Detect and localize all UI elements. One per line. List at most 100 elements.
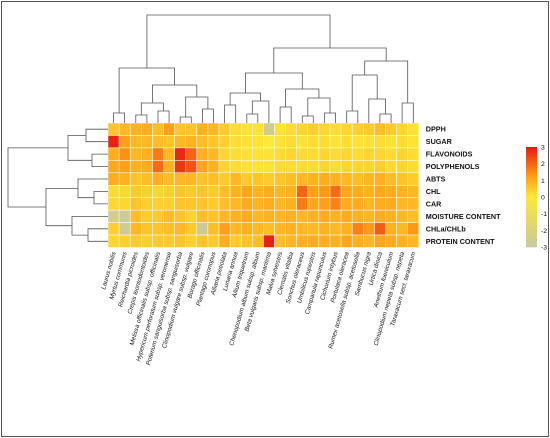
legend-gradient-step [526, 210, 537, 213]
heatmap-cell [196, 147, 209, 161]
heatmap-cell [318, 185, 331, 198]
heatmap-cell [340, 172, 353, 186]
heatmap-cell [185, 147, 198, 161]
heatmap-cell [363, 197, 375, 211]
legend-tick-label: -1 [541, 211, 547, 218]
heatmap-cell [407, 222, 420, 236]
heatmap-cell [118, 135, 131, 149]
heatmap-cell [374, 209, 386, 223]
heatmap-cell [263, 147, 275, 161]
row-label: CHL [426, 187, 441, 196]
legend-gradient-step [526, 217, 537, 219]
heatmap-cell [163, 222, 175, 236]
heatmap-cell [118, 160, 131, 174]
heatmap-cell [207, 147, 220, 161]
heatmap-cell [185, 222, 198, 236]
heatmap-cell [318, 135, 331, 149]
heatmap-cell [118, 147, 131, 161]
heatmap-cell [318, 222, 331, 236]
heatmap-cell [285, 209, 297, 223]
heatmap-cell [129, 197, 142, 211]
heatmap-cell [196, 160, 209, 174]
heatmap-cell [207, 135, 220, 149]
legend-gradient-step [526, 153, 537, 156]
heatmap-cell [318, 147, 331, 161]
heatmap-cell [218, 234, 231, 248]
legend-tick-label: 3 [541, 145, 545, 152]
legend-gradient-step [526, 223, 537, 226]
heatmap-cell [252, 135, 264, 149]
heatmap-cell [118, 172, 131, 186]
heatmap-cell [363, 122, 375, 136]
heatmap-cell [129, 234, 142, 248]
heatmap-cell [274, 234, 286, 248]
legend-gradient-step [526, 192, 537, 194]
heatmap-cell [207, 209, 220, 223]
heatmap-cell [274, 172, 286, 186]
legend-gradient-step [526, 148, 537, 151]
column-dendrogram-link [279, 106, 292, 123]
legend-gradient-step [526, 228, 537, 231]
heatmap-cell [307, 185, 320, 198]
heatmap-cell [107, 147, 120, 161]
heatmap-cell [318, 209, 331, 223]
heatmap-cell [351, 160, 364, 174]
heatmap-cell [174, 147, 186, 161]
legend-gradient-step [526, 225, 537, 228]
legend-gradient-step [526, 187, 537, 189]
heatmap-cell [396, 135, 408, 149]
heatmap-cell [396, 234, 408, 248]
heatmap-cell [407, 147, 420, 161]
heatmap-cell [307, 122, 320, 136]
heatmap-cell [351, 147, 364, 161]
heatmap-cell [285, 122, 297, 136]
heatmap-cell [185, 209, 198, 223]
heatmap-cell [196, 185, 209, 198]
heatmap-cell [218, 172, 231, 186]
heatmap-cell [163, 135, 175, 149]
heatmap-cell [174, 209, 186, 223]
legend-gradient-step [526, 197, 537, 199]
heatmap-cell [240, 147, 253, 161]
legend-gradient-step [526, 158, 537, 161]
heatmap-cell [152, 160, 164, 174]
heatmap-cell [229, 234, 242, 248]
heatmap-cell [296, 234, 309, 248]
heatmap-cell [374, 234, 386, 248]
column-dendrogram-link [113, 112, 125, 123]
heatmap-cell [141, 135, 153, 149]
heatmap-cell [307, 222, 320, 236]
heatmap-cell [307, 197, 320, 211]
heatmap-cell [351, 172, 364, 186]
legend-gradient-step [526, 200, 537, 203]
heatmap-cell [129, 172, 142, 186]
legend-gradient-step [526, 242, 537, 244]
heatmap-cell [229, 122, 242, 136]
legend-gradient-step [526, 220, 537, 223]
column-dendrogram-link [245, 72, 303, 93]
heatmap-cell [163, 234, 175, 248]
legend-gradient-step [526, 162, 537, 164]
heatmap-cell [385, 147, 397, 161]
row-label: FLAVONOIDS [426, 150, 473, 159]
column-dendrogram-link [118, 67, 175, 113]
heatmap-cell [385, 197, 397, 211]
heatmap-cell [329, 172, 342, 186]
row-dendrogram-link [45, 188, 78, 227]
heatmap-cell [329, 222, 342, 236]
heatmap-cell [141, 172, 153, 186]
heatmap-cell [318, 122, 331, 136]
heatmap-cell [307, 209, 320, 223]
legend-gradient-step [526, 213, 537, 216]
heatmap-cell [263, 209, 275, 223]
heatmap-cell [407, 172, 420, 186]
heatmap-cell [351, 122, 364, 136]
heatmap-cell [340, 160, 353, 174]
heatmap-cell [407, 122, 420, 136]
heatmap-cell [285, 160, 297, 174]
row-dendrogram-link [87, 228, 108, 242]
heatmap-cell [240, 185, 253, 198]
heatmap-cell [296, 197, 309, 211]
heatmap-cell [318, 172, 331, 186]
legend-gradient-step [526, 155, 537, 158]
